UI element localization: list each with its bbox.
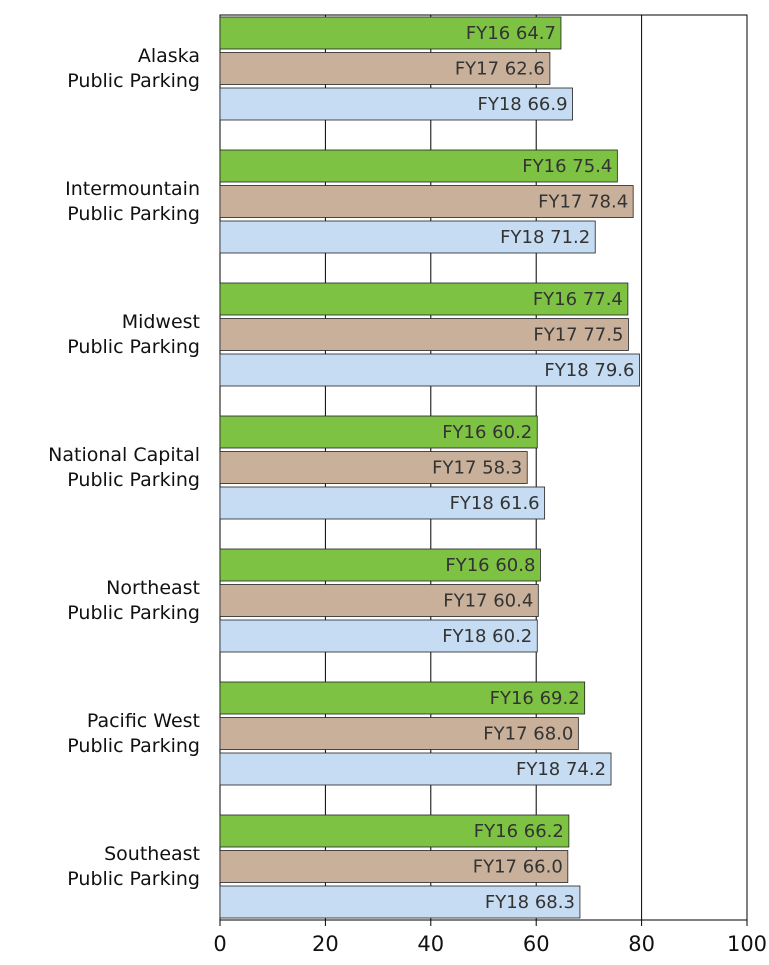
value-label: FY17 66.0 <box>473 857 563 878</box>
category-label: National Capital Public Parking <box>48 443 200 491</box>
value-label: FY17 78.4 <box>538 192 628 213</box>
bar <box>219 220 596 254</box>
bar <box>219 717 579 750</box>
x-tick-label: 40 <box>417 932 444 956</box>
value-label: FY16 60.8 <box>445 555 535 576</box>
value-label: FY16 66.2 <box>474 821 564 842</box>
bar <box>219 415 538 449</box>
bar <box>219 681 586 715</box>
value-label: FY16 77.4 <box>533 289 623 310</box>
bar <box>219 451 528 484</box>
value-label: FY17 68.0 <box>483 724 573 745</box>
value-label: FY18 68.3 <box>485 892 575 913</box>
bar <box>219 584 539 617</box>
value-label: FY17 77.5 <box>533 325 623 346</box>
bar <box>219 548 541 582</box>
value-label: FY17 60.4 <box>443 591 533 612</box>
bar <box>219 353 640 387</box>
category-label: Alaska Public Parking <box>67 44 200 92</box>
bar <box>219 185 634 218</box>
value-label: FY18 74.2 <box>516 759 606 780</box>
category-label: Pacific West Public Parking <box>67 709 200 757</box>
bar <box>219 850 569 883</box>
value-label: FY18 61.6 <box>450 493 540 514</box>
bar <box>219 486 546 520</box>
bar <box>219 52 551 85</box>
bar <box>219 149 618 183</box>
bar <box>219 752 612 786</box>
x-tick-label: 60 <box>523 932 550 956</box>
x-tick-label: 80 <box>628 932 655 956</box>
bar <box>219 885 581 919</box>
bar <box>219 619 538 653</box>
value-label: FY18 60.2 <box>442 626 532 647</box>
value-label: FY18 71.2 <box>500 227 590 248</box>
bar <box>219 87 573 121</box>
value-label: FY16 75.4 <box>522 156 612 177</box>
value-label: FY18 79.6 <box>544 360 634 381</box>
value-label: FY16 60.2 <box>442 422 532 443</box>
bar <box>219 814 570 848</box>
category-label: Northeast Public Parking <box>67 576 200 624</box>
x-tick-label: 0 <box>213 932 226 956</box>
value-label: FY16 69.2 <box>490 688 580 709</box>
x-tick-label: 20 <box>312 932 339 956</box>
value-label: FY17 58.3 <box>432 458 522 479</box>
x-tick-label: 100 <box>727 932 767 956</box>
bar <box>219 318 629 351</box>
bar <box>219 282 629 316</box>
category-label: Intermountain Public Parking <box>65 177 200 225</box>
value-label: FY18 66.9 <box>478 94 568 115</box>
category-label: Midwest Public Parking <box>67 310 200 358</box>
value-label: FY17 62.6 <box>455 59 545 80</box>
category-label: Southeast Public Parking <box>67 842 200 890</box>
value-label: FY16 64.7 <box>466 23 556 44</box>
bar <box>219 16 562 50</box>
